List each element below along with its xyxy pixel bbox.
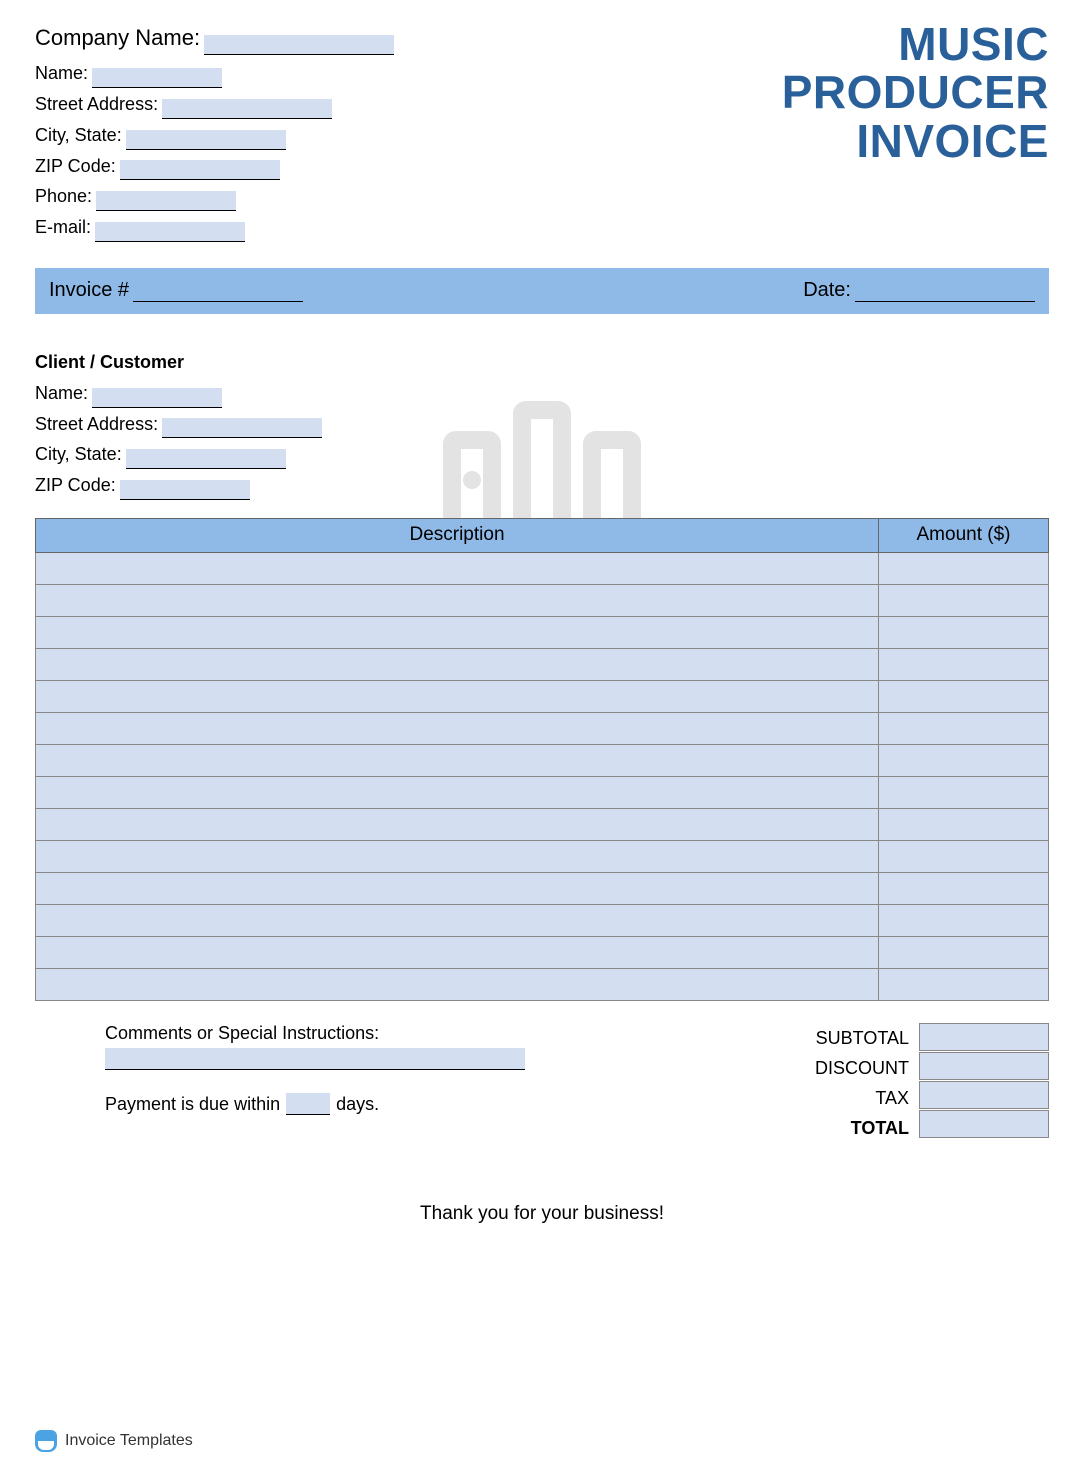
cell-description[interactable] xyxy=(36,648,879,680)
cell-description[interactable] xyxy=(36,840,879,872)
client-heading: Client / Customer xyxy=(35,348,1049,377)
cell-amount[interactable] xyxy=(879,904,1049,936)
comments-block: Comments or Special Instructions: Paymen… xyxy=(35,1023,525,1115)
thank-you-text: Thank you for your business! xyxy=(35,1203,1049,1225)
title-line-1: MUSIC xyxy=(782,20,1049,68)
totals-label: DISCOUNT xyxy=(815,1053,909,1083)
cell-description[interactable] xyxy=(36,904,879,936)
cell-description[interactable] xyxy=(36,616,879,648)
cell-description[interactable] xyxy=(36,808,879,840)
cell-amount[interactable] xyxy=(879,936,1049,968)
comments-input[interactable] xyxy=(105,1048,525,1070)
company-field-input[interactable] xyxy=(126,130,286,150)
table-row xyxy=(36,552,1049,584)
cell-description[interactable] xyxy=(36,936,879,968)
client-field-input[interactable] xyxy=(120,480,250,500)
invoice-bar: Invoice # Date: xyxy=(35,268,1049,314)
client-field-label: ZIP Code: xyxy=(35,471,120,500)
company-field-input[interactable] xyxy=(95,222,245,242)
invoice-number-label: Invoice # xyxy=(49,279,133,302)
title-line-2: PRODUCER xyxy=(782,68,1049,116)
invoice-templates-icon xyxy=(35,1430,57,1452)
totals-value-box[interactable] xyxy=(919,1052,1049,1080)
table-row xyxy=(36,904,1049,936)
totals-value-box[interactable] xyxy=(919,1110,1049,1138)
document-title: MUSIC PRODUCER INVOICE xyxy=(782,20,1049,165)
table-row xyxy=(36,968,1049,1000)
company-field-label: Name: xyxy=(35,59,92,88)
company-field-label: ZIP Code: xyxy=(35,152,120,181)
table-row xyxy=(36,584,1049,616)
cell-amount[interactable] xyxy=(879,616,1049,648)
totals-value-box[interactable] xyxy=(919,1081,1049,1109)
cell-amount[interactable] xyxy=(879,776,1049,808)
client-field-input[interactable] xyxy=(162,418,322,438)
date-label: Date: xyxy=(803,279,855,302)
cell-description[interactable] xyxy=(36,744,879,776)
company-field-label: Street Address: xyxy=(35,90,162,119)
company-name-label: Company Name: xyxy=(35,20,204,55)
table-row xyxy=(36,872,1049,904)
comments-label: Comments or Special Instructions: xyxy=(105,1023,525,1044)
client-field-input[interactable] xyxy=(126,449,286,469)
totals-block: SUBTOTALDISCOUNTTAXTOTAL xyxy=(815,1023,1049,1143)
cell-description[interactable] xyxy=(36,552,879,584)
line-items-table: Description Amount ($) xyxy=(35,518,1049,1001)
cell-description[interactable] xyxy=(36,712,879,744)
cell-amount[interactable] xyxy=(879,744,1049,776)
cell-amount[interactable] xyxy=(879,680,1049,712)
col-amount: Amount ($) xyxy=(879,518,1049,552)
table-row xyxy=(36,648,1049,680)
client-field-input[interactable] xyxy=(92,388,222,408)
footer-text: Invoice Templates xyxy=(65,1432,193,1450)
client-field-label: City, State: xyxy=(35,440,126,469)
cell-amount[interactable] xyxy=(879,968,1049,1000)
cell-amount[interactable] xyxy=(879,552,1049,584)
table-row xyxy=(36,808,1049,840)
invoice-number-input[interactable] xyxy=(133,280,303,302)
table-row xyxy=(36,776,1049,808)
date-input[interactable] xyxy=(855,280,1035,302)
client-field-label: Street Address: xyxy=(35,410,162,439)
col-description: Description xyxy=(36,518,879,552)
table-row xyxy=(36,936,1049,968)
company-field-input[interactable] xyxy=(92,68,222,88)
cell-amount[interactable] xyxy=(879,872,1049,904)
company-field-label: E-mail: xyxy=(35,213,95,242)
table-row xyxy=(36,680,1049,712)
payment-suffix: days. xyxy=(336,1094,379,1115)
company-field-input[interactable] xyxy=(96,191,236,211)
table-row xyxy=(36,744,1049,776)
footer-branding: Invoice Templates xyxy=(35,1430,193,1452)
totals-label: TOTAL xyxy=(815,1113,909,1143)
cell-description[interactable] xyxy=(36,584,879,616)
payment-prefix: Payment is due within xyxy=(105,1094,280,1115)
company-field-input[interactable] xyxy=(162,99,332,119)
client-field-label: Name: xyxy=(35,379,92,408)
totals-label: SUBTOTAL xyxy=(815,1023,909,1053)
cell-amount[interactable] xyxy=(879,584,1049,616)
company-name-input[interactable] xyxy=(204,35,394,55)
cell-amount[interactable] xyxy=(879,648,1049,680)
table-row xyxy=(36,840,1049,872)
totals-label: TAX xyxy=(815,1083,909,1113)
client-block: Client / Customer Name:Street Address:Ci… xyxy=(35,348,1049,500)
cell-amount[interactable] xyxy=(879,840,1049,872)
company-field-input[interactable] xyxy=(120,160,280,180)
cell-amount[interactable] xyxy=(879,808,1049,840)
cell-description[interactable] xyxy=(36,680,879,712)
totals-value-box[interactable] xyxy=(919,1023,1049,1051)
cell-description[interactable] xyxy=(36,968,879,1000)
table-row xyxy=(36,712,1049,744)
company-field-label: City, State: xyxy=(35,121,126,150)
cell-amount[interactable] xyxy=(879,712,1049,744)
table-row xyxy=(36,616,1049,648)
cell-description[interactable] xyxy=(36,872,879,904)
company-block: Company Name: Name:Street Address:City, … xyxy=(35,20,394,244)
title-line-3: INVOICE xyxy=(782,117,1049,165)
cell-description[interactable] xyxy=(36,776,879,808)
payment-days-input[interactable] xyxy=(286,1093,330,1115)
company-field-label: Phone: xyxy=(35,182,96,211)
